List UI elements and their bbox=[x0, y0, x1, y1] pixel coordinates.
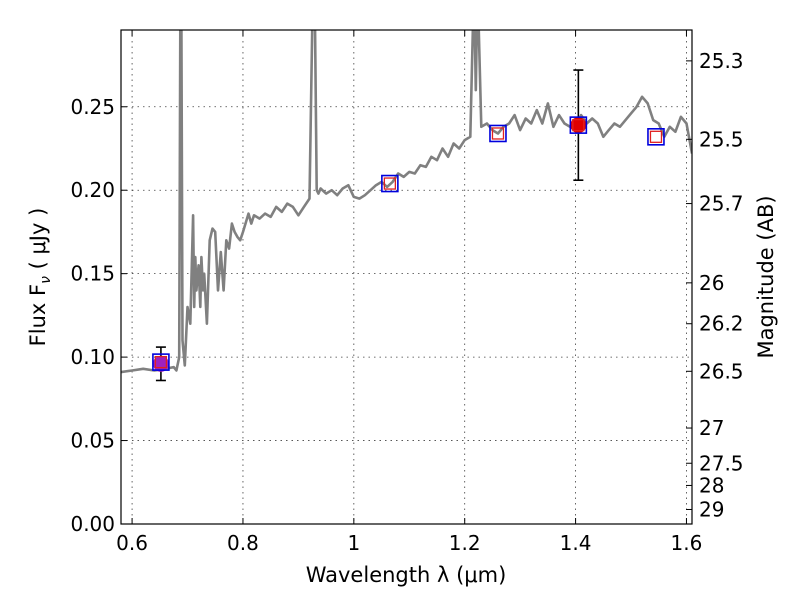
y2-tick-label: 26.2 bbox=[699, 312, 744, 336]
y-tick-label: 0.20 bbox=[70, 178, 115, 202]
model-box-inner bbox=[572, 118, 585, 132]
y2-tick-label: 28 bbox=[699, 473, 724, 497]
x-tick-label: 1.6 bbox=[671, 531, 703, 555]
y-axis-label-subscript: ν bbox=[38, 276, 54, 284]
x-tick-label: 0.8 bbox=[227, 531, 259, 555]
model-box-outer bbox=[381, 174, 399, 193]
model-box-outer bbox=[152, 353, 170, 371]
x-tick-label: 1.2 bbox=[449, 531, 481, 555]
y2-tick-label: 26 bbox=[699, 271, 724, 295]
x-tick-label: 0.6 bbox=[116, 531, 148, 555]
markers-layer bbox=[152, 69, 665, 382]
y-tick-label: 0.05 bbox=[70, 429, 115, 453]
y-tick-label: 0.10 bbox=[70, 345, 115, 369]
model-box-outer bbox=[569, 116, 588, 134]
model-box-outer bbox=[647, 128, 665, 146]
y2-tick-label: 26.5 bbox=[699, 359, 744, 383]
x-axis-label: Wavelength λ (μm) bbox=[306, 563, 507, 587]
y-axis-label-main: Flux F bbox=[26, 284, 50, 346]
model-box-inner bbox=[154, 355, 168, 369]
y-axis-label-unit: ( μJy ) bbox=[26, 208, 50, 276]
plot-frame bbox=[120, 29, 693, 525]
y2-tick-label: 25.3 bbox=[699, 49, 744, 73]
model-box-inner bbox=[383, 177, 397, 190]
model-box-outer bbox=[489, 124, 507, 143]
ticks-layer: 0.6 0.8 1 1.2 1.4 1.6 0.00 0.05 0.10 0.15 0.20 0.25… bbox=[70, 30, 744, 555]
y2-tick-label: 27.5 bbox=[699, 451, 744, 475]
y-tick-label: 0.25 bbox=[70, 95, 115, 119]
y2-tick-label: 27 bbox=[699, 416, 724, 440]
model-box-inner bbox=[649, 130, 663, 143]
y-tick-label: 0.00 bbox=[70, 512, 115, 536]
y2-axis-label: Magnitude (AB) bbox=[754, 195, 778, 358]
model-box-inner bbox=[491, 127, 505, 140]
y-tick-label: 0.15 bbox=[70, 262, 115, 286]
y2-tick-label: 29 bbox=[699, 497, 724, 521]
x-tick-label: 1.4 bbox=[560, 531, 592, 555]
y-axis-label: Flux Fν ( μJy ) bbox=[26, 208, 54, 347]
y2-tick-label: 25.5 bbox=[699, 127, 744, 151]
y2-tick-label: 25.7 bbox=[699, 192, 744, 216]
x-tick-label: 1 bbox=[347, 531, 360, 555]
